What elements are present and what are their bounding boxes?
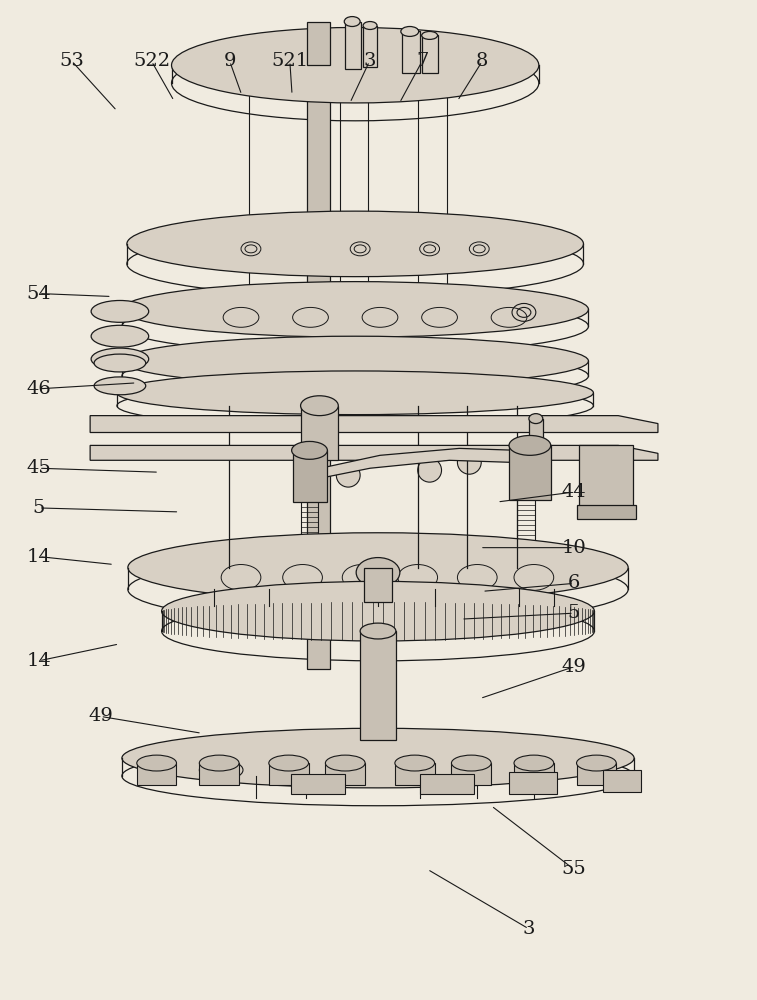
- Bar: [419, 774, 475, 794]
- Text: 44: 44: [562, 483, 586, 501]
- Ellipse shape: [291, 441, 327, 459]
- Ellipse shape: [326, 755, 365, 771]
- Ellipse shape: [360, 623, 396, 639]
- Ellipse shape: [117, 384, 593, 428]
- Bar: [307, 22, 330, 65]
- Bar: [301, 406, 338, 460]
- Polygon shape: [90, 445, 658, 460]
- Ellipse shape: [451, 755, 491, 771]
- Bar: [137, 763, 176, 785]
- Text: 9: 9: [223, 52, 236, 70]
- Text: 53: 53: [60, 52, 84, 70]
- Bar: [509, 772, 556, 794]
- Text: 3: 3: [522, 920, 535, 938]
- Text: 6: 6: [568, 574, 580, 592]
- Bar: [269, 763, 309, 785]
- Text: 45: 45: [26, 459, 51, 477]
- Bar: [529, 419, 543, 448]
- Ellipse shape: [94, 354, 145, 372]
- Ellipse shape: [161, 581, 594, 641]
- Bar: [402, 31, 419, 73]
- Text: 522: 522: [133, 52, 170, 70]
- Ellipse shape: [161, 601, 594, 661]
- Ellipse shape: [301, 396, 338, 416]
- Ellipse shape: [122, 728, 634, 788]
- Bar: [395, 763, 435, 785]
- Ellipse shape: [363, 22, 377, 29]
- Ellipse shape: [529, 414, 543, 424]
- Text: 14: 14: [26, 652, 51, 670]
- Bar: [345, 22, 361, 69]
- Ellipse shape: [509, 435, 551, 455]
- Ellipse shape: [457, 450, 481, 474]
- Ellipse shape: [91, 348, 148, 370]
- Text: 49: 49: [562, 658, 587, 676]
- Ellipse shape: [172, 27, 539, 103]
- Text: 3: 3: [363, 52, 375, 70]
- Text: 49: 49: [88, 707, 113, 725]
- Ellipse shape: [298, 476, 322, 500]
- Ellipse shape: [91, 300, 148, 322]
- Text: 10: 10: [562, 539, 586, 557]
- Polygon shape: [90, 416, 658, 432]
- Ellipse shape: [122, 351, 588, 401]
- Ellipse shape: [128, 533, 628, 602]
- Ellipse shape: [356, 558, 400, 587]
- Ellipse shape: [122, 282, 588, 337]
- Text: 8: 8: [476, 52, 488, 70]
- Ellipse shape: [127, 231, 584, 297]
- Polygon shape: [320, 448, 519, 478]
- Bar: [422, 35, 438, 73]
- Ellipse shape: [269, 755, 309, 771]
- Ellipse shape: [422, 31, 438, 39]
- Bar: [577, 763, 616, 785]
- Ellipse shape: [128, 555, 628, 624]
- Ellipse shape: [94, 377, 145, 395]
- Ellipse shape: [336, 463, 360, 487]
- Text: 5: 5: [33, 499, 45, 517]
- Bar: [578, 445, 633, 510]
- Bar: [509, 445, 551, 500]
- Ellipse shape: [172, 45, 539, 121]
- Bar: [364, 568, 392, 602]
- Text: 14: 14: [26, 548, 51, 566]
- Bar: [293, 450, 327, 502]
- Text: 46: 46: [26, 380, 51, 398]
- Ellipse shape: [199, 755, 239, 771]
- Bar: [363, 26, 377, 67]
- Bar: [199, 763, 239, 785]
- Bar: [326, 763, 365, 785]
- Ellipse shape: [514, 755, 553, 771]
- Ellipse shape: [401, 27, 419, 36]
- Text: 55: 55: [562, 860, 586, 878]
- Ellipse shape: [117, 371, 593, 415]
- Text: 54: 54: [26, 285, 51, 303]
- Text: 521: 521: [271, 52, 308, 70]
- Bar: [360, 631, 396, 740]
- Bar: [577, 505, 636, 519]
- Ellipse shape: [577, 755, 616, 771]
- Bar: [291, 774, 345, 794]
- Bar: [451, 763, 491, 785]
- Ellipse shape: [137, 755, 176, 771]
- Ellipse shape: [344, 17, 360, 27]
- Ellipse shape: [122, 746, 634, 806]
- Bar: [514, 763, 553, 785]
- Ellipse shape: [127, 211, 584, 277]
- Ellipse shape: [91, 325, 148, 347]
- Bar: [603, 770, 641, 792]
- Bar: [307, 53, 330, 669]
- Ellipse shape: [122, 298, 588, 354]
- Ellipse shape: [122, 336, 588, 386]
- Text: 7: 7: [416, 52, 428, 70]
- Ellipse shape: [395, 755, 435, 771]
- Text: 5: 5: [568, 604, 580, 622]
- Ellipse shape: [418, 458, 441, 482]
